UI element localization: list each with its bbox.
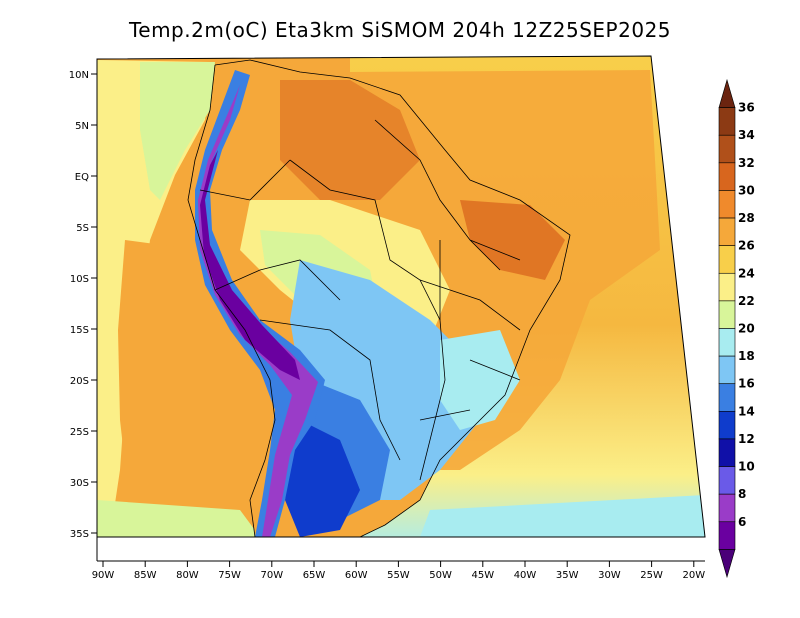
lon-tick-label: 45W (471, 570, 494, 581)
colorbar-swatch (718, 411, 736, 440)
northeast-hot-region (460, 200, 565, 280)
colorbar-label: 16 (738, 377, 755, 391)
colorbar-label: 24 (738, 266, 755, 280)
lon-tick-label: 60W (345, 570, 368, 581)
colorbar-label: 6 (738, 515, 746, 529)
lon-tick-label: 70W (260, 570, 283, 581)
colorbar-swatch (718, 300, 736, 329)
lat-tick-label: 5S (76, 223, 89, 234)
colorbar-swatch (718, 190, 736, 219)
colorbar: 36 34 32 30 28 26 24 22 20 18 16 14 12 10 8 6 (718, 78, 755, 579)
pacific-cool-tongue (97, 60, 210, 537)
colorbar-label: 36 (738, 101, 755, 115)
colorbar-swatch (718, 438, 736, 467)
colorbar-label: 18 (738, 349, 755, 363)
colorbar-swatch (718, 162, 736, 191)
latitude-axis: 10N 5N EQ 5S 10S 15S 20S 25S 30S 35S (69, 70, 97, 540)
lat-tick-label: 10S (70, 274, 89, 285)
map-area (97, 56, 705, 537)
lon-tick-label: 75W (218, 570, 241, 581)
lat-tick-label: 20S (70, 376, 89, 387)
amazon-warm-region (280, 80, 420, 200)
lon-tick-label: 80W (176, 570, 199, 581)
argentina-cold-core (285, 420, 360, 537)
lon-tick-label: 50W (429, 570, 452, 581)
lat-tick-label: 5N (75, 121, 89, 132)
colorbar-swatch (718, 521, 736, 550)
colorbar-swatch (718, 217, 736, 246)
lat-tick-label: 30S (70, 478, 89, 489)
colorbar-swatch (718, 245, 736, 274)
colorbar-label: 22 (738, 294, 755, 308)
colorbar-swatch (718, 493, 736, 523)
colorbar-label: 32 (738, 156, 755, 170)
colorbar-label: 20 (738, 322, 755, 336)
lon-tick-label: 35W (556, 570, 579, 581)
lon-tick-label: 65W (303, 570, 326, 581)
colorbar-label: 8 (738, 487, 746, 501)
map-title: Temp.2m(oC) Eta3km SiSMOM 204h 12Z25SEP2… (128, 18, 672, 42)
lon-tick-label: 30W (598, 570, 621, 581)
colorbar-label: 12 (738, 432, 755, 446)
pacific-green-tongue (140, 62, 215, 200)
lon-tick-label: 25W (640, 570, 663, 581)
colorbar-swatch (718, 272, 736, 302)
colorbar-swatch (718, 383, 736, 412)
colorbar-label: 26 (738, 239, 755, 253)
south-atlantic-cool-strip (420, 495, 705, 537)
colorbar-swatch (718, 134, 736, 164)
lat-tick-label: 35S (70, 529, 89, 540)
colorbar-label: 34 (738, 128, 755, 142)
longitude-axis: 90W 85W 80W 75W 70W 65W 60W 55W 50W 45W 40W 35W 30W 2… (92, 561, 705, 581)
coastline (187, 59, 571, 537)
lon-tick-label: 90W (92, 570, 115, 581)
lon-tick-label: 40W (514, 570, 537, 581)
colorbar-label: 10 (738, 460, 755, 474)
colorbar-swatch (718, 549, 736, 579)
colorbar-label: 30 (738, 183, 755, 197)
southeast-cool-region (440, 330, 520, 430)
lon-tick-label: 20W (682, 570, 705, 581)
colorbar-swatch (718, 107, 736, 136)
lon-tick-label: 55W (387, 570, 410, 581)
lat-tick-label: 25S (70, 427, 89, 438)
colorbar-label: 28 (738, 211, 755, 225)
colorbar-swatch (718, 78, 736, 108)
colorbar-swatch (718, 466, 736, 495)
political-borders (187, 59, 571, 537)
andes-cold-core (198, 85, 318, 537)
lon-tick-label: 85W (134, 570, 157, 581)
lat-tick-label: 15S (70, 325, 89, 336)
lat-tick-label: 10N (69, 70, 89, 81)
colorbar-swatch (718, 328, 736, 357)
andean-borders (199, 159, 401, 461)
state-borders (374, 119, 521, 421)
andes-coldest-core (200, 150, 300, 380)
colorbar-swatch (718, 355, 736, 385)
colorbar-label: 14 (738, 404, 755, 418)
lat-tick-label: EQ (75, 172, 89, 183)
southern-cool-ocean (97, 500, 260, 537)
